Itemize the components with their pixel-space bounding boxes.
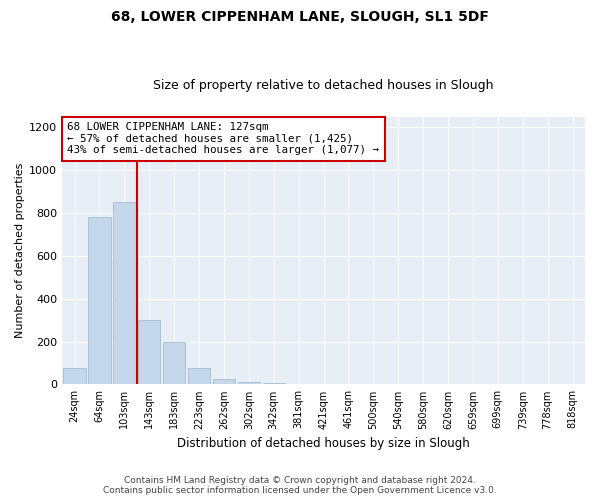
Bar xyxy=(213,379,235,384)
Bar xyxy=(64,368,86,384)
Bar xyxy=(188,368,210,384)
Text: 68, LOWER CIPPENHAM LANE, SLOUGH, SL1 5DF: 68, LOWER CIPPENHAM LANE, SLOUGH, SL1 5D… xyxy=(111,10,489,24)
Title: Size of property relative to detached houses in Slough: Size of property relative to detached ho… xyxy=(154,79,494,92)
Bar xyxy=(163,342,185,384)
Bar xyxy=(88,218,111,384)
Bar xyxy=(113,202,136,384)
Bar xyxy=(238,382,260,384)
Y-axis label: Number of detached properties: Number of detached properties xyxy=(15,163,25,338)
X-axis label: Distribution of detached houses by size in Slough: Distribution of detached houses by size … xyxy=(177,437,470,450)
Text: Contains HM Land Registry data © Crown copyright and database right 2024.
Contai: Contains HM Land Registry data © Crown c… xyxy=(103,476,497,495)
Bar xyxy=(138,320,160,384)
Text: 68 LOWER CIPPENHAM LANE: 127sqm
← 57% of detached houses are smaller (1,425)
43%: 68 LOWER CIPPENHAM LANE: 127sqm ← 57% of… xyxy=(67,122,379,156)
